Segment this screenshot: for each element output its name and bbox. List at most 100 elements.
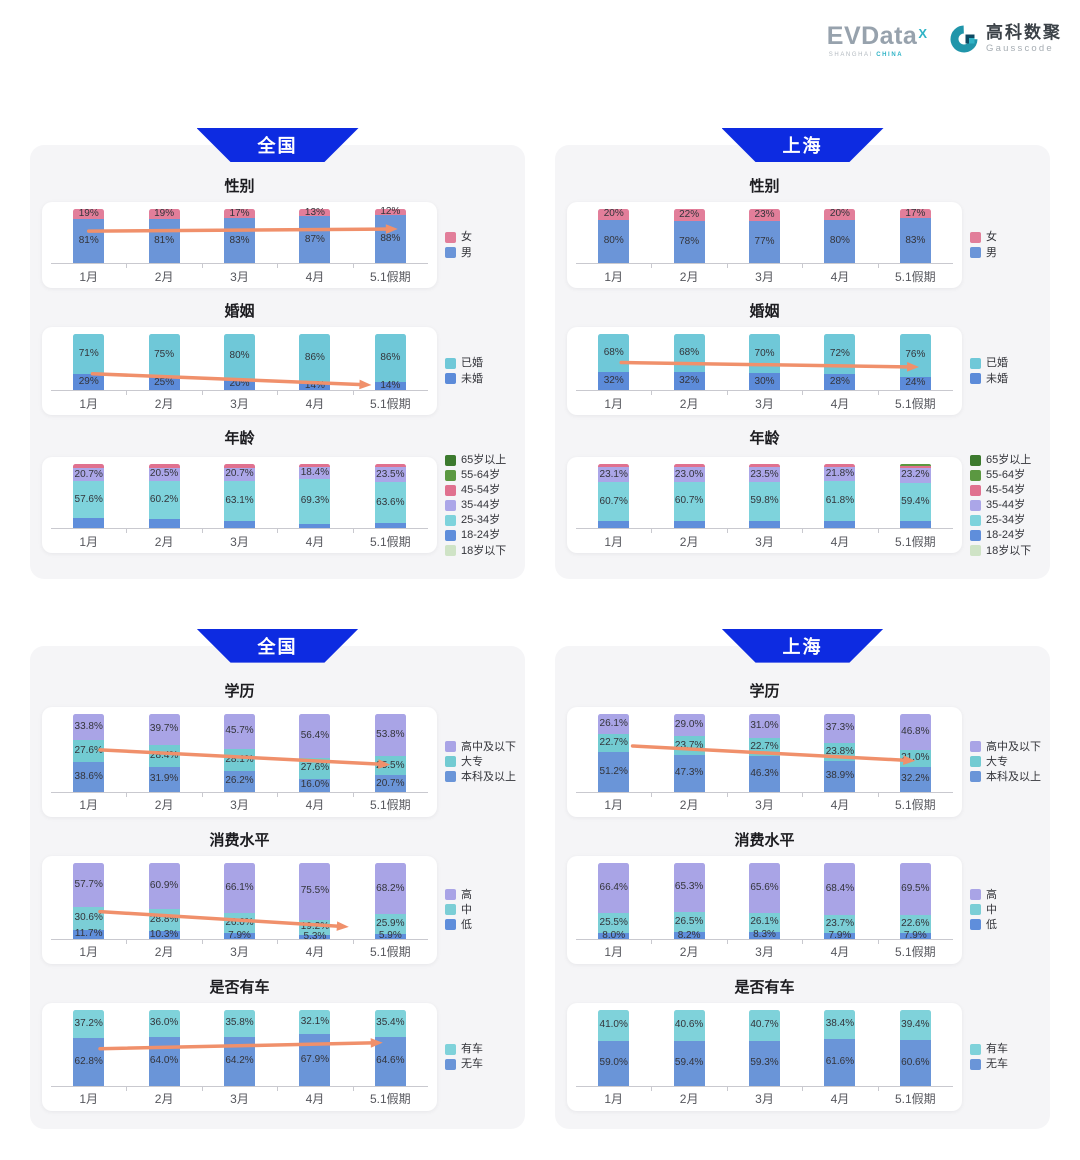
legend-label: 高 bbox=[461, 888, 472, 901]
group-shanghai-profile: 上海 学历 26.1% 22.7% 51.2% 29.0% 23.7% 47.3% 31.0% 2… bbox=[555, 628, 1050, 1129]
legend-item: 大专 bbox=[970, 756, 1038, 768]
bar-segment: 61.6% bbox=[824, 1038, 856, 1086]
bar: 13% 87% bbox=[299, 206, 331, 263]
value-label: 11.7% bbox=[74, 928, 103, 940]
x-axis-label: 2月 bbox=[679, 945, 699, 960]
chart-row: 19% 81% 19% 81% 17% 83% 13% 87% 12% 88% 1月 2月 3月 4月 5.… bbox=[42, 202, 513, 288]
x-axis-label: 4月 bbox=[830, 269, 850, 284]
legend-label: 高 bbox=[986, 888, 997, 901]
legend-label: 55-64岁 bbox=[461, 469, 501, 482]
bar-segment: 35.4% bbox=[374, 1009, 406, 1037]
bar-column: 13% 87% bbox=[277, 206, 352, 263]
bar: 21.8% 61.8% bbox=[824, 464, 856, 529]
legend: 已婚 未婚 bbox=[445, 357, 513, 385]
axis-tick bbox=[277, 792, 279, 797]
axis-tick bbox=[877, 792, 879, 797]
chart-row: 37.2% 62.8% 36.0% 64.0% 35.8% 64.2% 32.1% 67.9%… bbox=[42, 1002, 513, 1111]
x-axis-label: 3月 bbox=[755, 945, 774, 960]
legend: 65岁以上 55-64岁 45-54岁 35-44岁 25-34岁 18-24岁 18岁以下 bbox=[445, 454, 513, 557]
chart-block-年龄: 年龄 23.1% 60.7% 23.0% 60.7% 23.5% 59.8% 21.8% 61.… bbox=[567, 427, 1038, 557]
value-label: 19% bbox=[78, 208, 99, 220]
legend-item: 35-44岁 bbox=[445, 499, 513, 511]
bar-segment bbox=[299, 523, 331, 529]
bar-column: 20.7% 57.6% bbox=[51, 464, 126, 529]
bar-segment bbox=[374, 464, 406, 468]
value-label: 32.2% bbox=[901, 773, 930, 785]
bar-segment: 32% bbox=[673, 372, 705, 390]
axis-tick bbox=[126, 391, 128, 395]
bar-column: 75% 25% bbox=[126, 334, 201, 390]
bar-column: 57.7% 30.6% 11.7% bbox=[51, 862, 126, 940]
bar-segment: 19% bbox=[73, 208, 105, 220]
legend-swatch bbox=[445, 545, 456, 557]
legend-swatch bbox=[970, 357, 981, 369]
legend-label: 25-34岁 bbox=[986, 514, 1026, 527]
value-label: 31.9% bbox=[149, 773, 179, 785]
chart-panel: 20% 80% 22% 78% 23% 77% 20% 80% 17% 83% 1月 2月 3月 4月 5.… bbox=[567, 202, 962, 288]
value-label: 7.9% bbox=[903, 929, 927, 941]
bar-segment: 59.0% bbox=[598, 1040, 630, 1086]
bar: 70% 30% bbox=[749, 334, 781, 390]
bar-segment: 72% bbox=[824, 334, 856, 375]
logo-bar: EVDataX SHANGHAI CHINA 高科数聚 Gausscode bbox=[0, 0, 1080, 68]
x-axis-label: 1月 bbox=[79, 396, 99, 411]
legend-swatch bbox=[445, 373, 456, 385]
gausscode-name-en: Gausscode bbox=[986, 43, 1054, 55]
bar-segment bbox=[824, 464, 856, 468]
bar-segment: 23.7% bbox=[824, 914, 856, 933]
x-axis-label: 4月 bbox=[830, 396, 850, 411]
legend-item: 55-64岁 bbox=[970, 469, 1038, 481]
x-axis-label: 5.1假期 bbox=[894, 945, 936, 960]
bar-segment: 65.6% bbox=[749, 862, 781, 913]
value-label: 86% bbox=[304, 352, 325, 364]
bar-segment: 12% bbox=[374, 207, 406, 217]
chart-panel: 71% 29% 75% 25% 80% 20% 86% 14% 86% 14% 1月 2月 3月 4月 5.… bbox=[42, 327, 437, 415]
bar-segment: 64.6% bbox=[374, 1036, 406, 1086]
bar-segment: 66.1% bbox=[224, 862, 256, 913]
legend-item: 高中及以下 bbox=[970, 741, 1041, 753]
legend-item: 已婚 bbox=[970, 357, 1038, 369]
bar-segment: 38.9% bbox=[824, 761, 856, 792]
value-label: 69.5% bbox=[901, 883, 930, 895]
x-axis-label: 2月 bbox=[154, 269, 174, 284]
bar-segment: 23.5% bbox=[749, 467, 781, 483]
legend-item: 本科及以上 bbox=[445, 771, 516, 783]
axis-tick bbox=[651, 792, 653, 797]
axis-tick bbox=[126, 264, 128, 268]
value-label: 26.0% bbox=[225, 916, 254, 928]
x-axis-label: 4月 bbox=[305, 396, 325, 411]
value-label: 59.8% bbox=[750, 495, 779, 507]
chart-block-婚姻: 婚姻 68% 32% 68% 32% 70% 30% 72% 28% 76% 24% 1月 2月 3月 4月… bbox=[567, 300, 1038, 415]
x-axis-label: 1月 bbox=[604, 945, 624, 960]
value-label: 27.6% bbox=[300, 762, 330, 774]
bar: 17% 83% bbox=[224, 208, 256, 263]
bar: 18.4% 69.3% bbox=[299, 464, 331, 529]
bar: 60.9% 28.8% 10.3% bbox=[148, 862, 180, 939]
value-label: 59.3% bbox=[750, 1057, 779, 1069]
group-shanghai-demographics: 上海 性别 20% 80% 22% 78% 23% 77% 20% 80% 17% 83% 1月 2月 3月… bbox=[555, 128, 1050, 579]
chart-card: 学历 26.1% 22.7% 51.2% 29.0% 23.7% 47.3% 31.0% 22.… bbox=[555, 645, 1050, 1129]
axis-tick bbox=[201, 792, 203, 797]
axis-tick bbox=[802, 1086, 804, 1091]
bar-column: 17% 83% bbox=[202, 208, 277, 263]
chart-title: 性别 bbox=[224, 178, 255, 195]
bar-column: 40.6% 59.4% bbox=[651, 1009, 726, 1086]
x-axis-label: 4月 bbox=[305, 534, 325, 549]
x-axis-label: 1月 bbox=[604, 534, 624, 549]
value-label: 47.3% bbox=[674, 767, 704, 779]
value-label: 53.8% bbox=[376, 728, 405, 740]
chart-title: 消费水平 bbox=[734, 831, 795, 849]
legend-label: 18-24岁 bbox=[461, 529, 501, 542]
value-label: 20.7% bbox=[376, 777, 405, 789]
value-label: 13% bbox=[304, 206, 325, 218]
bar-column: 23.5% 63.6% bbox=[353, 464, 428, 529]
legend-swatch bbox=[445, 499, 456, 511]
x-axis-label: 4月 bbox=[305, 1092, 325, 1107]
legend-item: 18岁以下 bbox=[970, 545, 1038, 557]
x-axis-label: 3月 bbox=[755, 269, 774, 284]
x-axis-label: 2月 bbox=[679, 1092, 699, 1107]
axis-tick bbox=[726, 391, 728, 395]
bar-column: 75.5% 19.2% 5.3% bbox=[277, 862, 352, 941]
bar-segment: 20% bbox=[824, 209, 856, 220]
bar: 65.3% 26.5% 8.2% bbox=[673, 862, 705, 940]
